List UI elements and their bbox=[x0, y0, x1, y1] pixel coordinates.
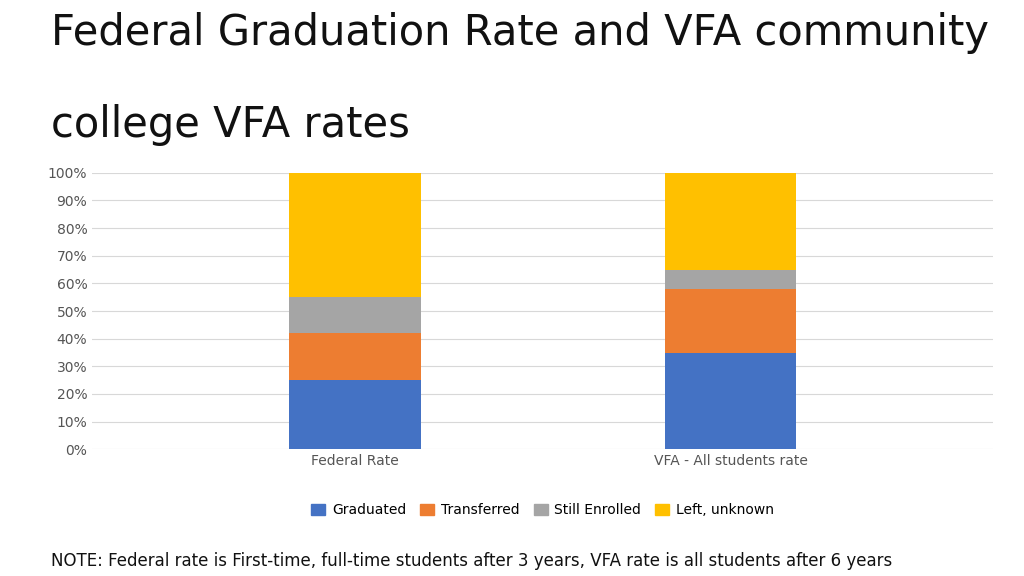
Bar bbox=[290, 173, 421, 297]
Text: Federal Graduation Rate and VFA community: Federal Graduation Rate and VFA communit… bbox=[51, 12, 989, 54]
Bar bbox=[290, 297, 421, 333]
Legend: Graduated, Transferred, Still Enrolled, Left, unknown: Graduated, Transferred, Still Enrolled, … bbox=[306, 498, 779, 523]
Bar bbox=[665, 289, 797, 353]
Bar bbox=[665, 353, 797, 449]
Text: NOTE: Federal rate is First-time, full-time students after 3 years, VFA rate is : NOTE: Federal rate is First-time, full-t… bbox=[51, 552, 893, 570]
Bar bbox=[290, 333, 421, 380]
Bar bbox=[665, 270, 797, 289]
Bar bbox=[665, 173, 797, 270]
Text: college VFA rates: college VFA rates bbox=[51, 104, 410, 146]
Bar bbox=[290, 380, 421, 449]
